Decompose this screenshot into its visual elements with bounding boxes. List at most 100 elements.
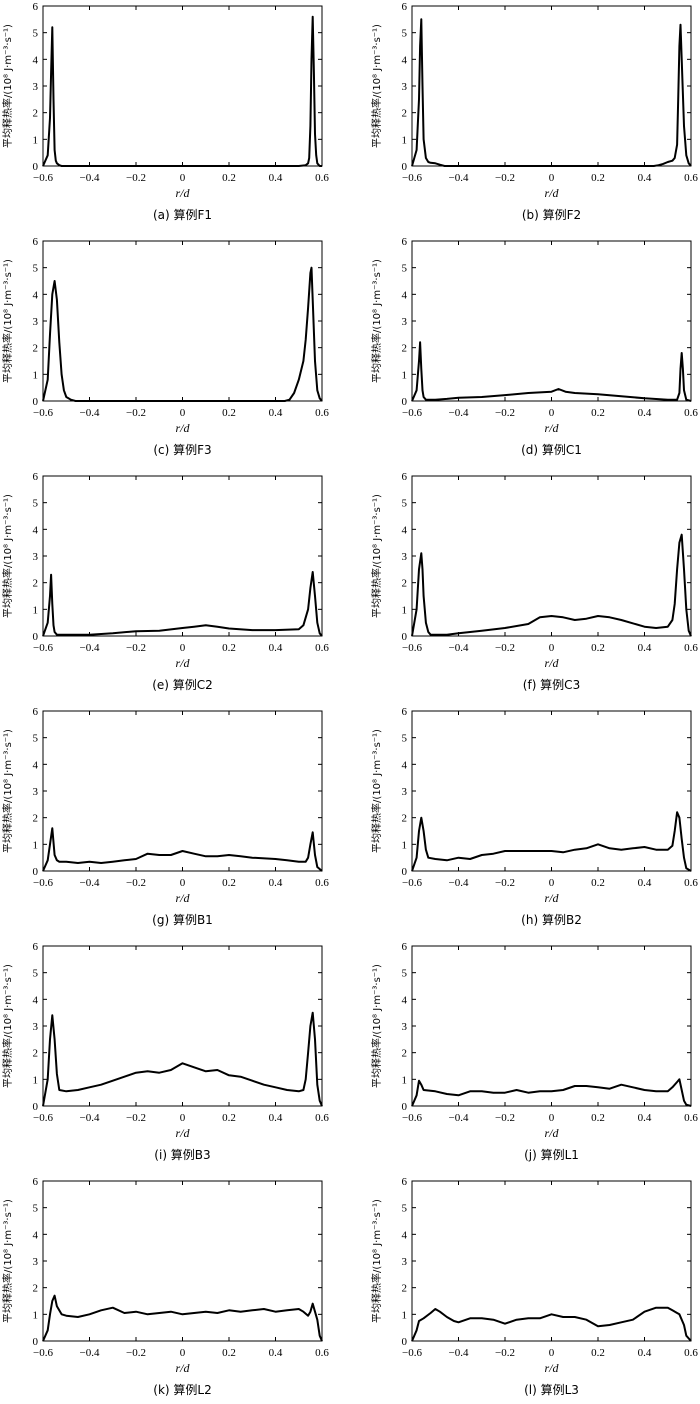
subplot-f: −0.6 −0.4 −0.2 0 0.2 0.4 0.6 0 1 2 3 4 5 6 平均释热率/(10⁸ … bbox=[370, 471, 698, 692]
y-tick-label: 5 bbox=[33, 733, 39, 745]
x-tick-label: −0.6 bbox=[33, 1112, 53, 1124]
x-tick-label: 0.6 bbox=[315, 1347, 329, 1359]
y-tick-label: 0 bbox=[402, 1101, 408, 1113]
series-line bbox=[42, 1294, 323, 1342]
x-tick-label: −0.2 bbox=[126, 407, 146, 419]
y-tick-label: 4 bbox=[33, 54, 39, 66]
y-axis-label: 平均释热率/(10⁸ J·m⁻³·s⁻¹) bbox=[370, 729, 383, 853]
subplot-b: −0.6 −0.4 −0.2 0 0.2 0.4 0.6 0 1 2 3 4 5 6 平均释热率/(10⁸ … bbox=[370, 1, 698, 222]
y-tick-label: 1 bbox=[33, 134, 39, 146]
x-tick-label: −0.2 bbox=[495, 1112, 515, 1124]
x-axis-label: r/d bbox=[544, 891, 559, 905]
x-tick-label: −0.6 bbox=[402, 172, 422, 184]
plot-frame bbox=[411, 1180, 692, 1342]
y-tick-label: 0 bbox=[402, 866, 408, 878]
x-tick-label: −0.2 bbox=[126, 1347, 146, 1359]
x-axis-label: r/d bbox=[544, 1361, 559, 1375]
x-tick-label: 0.2 bbox=[222, 172, 236, 184]
y-tick-label: 4 bbox=[402, 524, 408, 536]
y-tick-label: 6 bbox=[402, 471, 408, 483]
x-tick-label: 0.2 bbox=[222, 1112, 236, 1124]
subplot-caption: (l) 算例L3 bbox=[524, 1382, 579, 1397]
x-tick-label: −0.6 bbox=[33, 172, 53, 184]
y-tick-label: 2 bbox=[33, 813, 39, 825]
x-tick-label: −0.6 bbox=[33, 877, 53, 889]
y-tick-label: 2 bbox=[33, 578, 39, 590]
x-tick-label: 0.4 bbox=[269, 642, 283, 654]
x-tick-label: 0.6 bbox=[315, 1112, 329, 1124]
subplot-l: −0.6 −0.4 −0.2 0 0.2 0.4 0.6 0 1 2 3 4 5 6 平均释热率/(10⁸ … bbox=[370, 1176, 698, 1397]
x-tick-label: 0.2 bbox=[591, 172, 605, 184]
x-tick-label: −0.4 bbox=[449, 172, 469, 184]
x-axis-label: r/d bbox=[544, 186, 559, 200]
y-tick-label: 6 bbox=[33, 941, 39, 953]
y-tick-label: 5 bbox=[402, 968, 408, 980]
y-tick-label: 6 bbox=[33, 236, 39, 248]
x-axis-label: r/d bbox=[175, 656, 190, 670]
x-tick-label: −0.2 bbox=[495, 642, 515, 654]
x-tick-label: −0.4 bbox=[80, 642, 100, 654]
y-tick-label: 3 bbox=[402, 551, 408, 563]
x-tick-label: 0.6 bbox=[684, 642, 698, 654]
x-tick-label: −0.4 bbox=[80, 877, 100, 889]
x-tick-label: −0.4 bbox=[80, 1112, 100, 1124]
x-tick-label: 0.4 bbox=[269, 407, 283, 419]
x-tick-label: 0.6 bbox=[684, 1112, 698, 1124]
x-tick-label: 0.4 bbox=[638, 407, 652, 419]
subplot-c: −0.6 −0.4 −0.2 0 0.2 0.4 0.6 0 1 2 3 4 5 6 平均释热率/(10⁸ … bbox=[1, 236, 329, 457]
x-tick-label: −0.6 bbox=[33, 642, 53, 654]
plot-frame bbox=[42, 240, 323, 402]
y-tick-label: 5 bbox=[402, 263, 408, 275]
x-tick-label: 0.6 bbox=[684, 1347, 698, 1359]
x-axis-label: r/d bbox=[175, 891, 190, 905]
y-tick-label: 1 bbox=[33, 839, 39, 851]
y-tick-label: 4 bbox=[402, 994, 408, 1006]
x-axis-label: r/d bbox=[175, 1126, 190, 1140]
y-tick-label: 3 bbox=[33, 316, 39, 328]
x-tick-label: −0.6 bbox=[402, 642, 422, 654]
x-tick-label: −0.2 bbox=[126, 877, 146, 889]
y-tick-label: 0 bbox=[33, 396, 39, 408]
y-tick-label: 4 bbox=[402, 289, 408, 301]
x-tick-label: 0 bbox=[549, 172, 555, 184]
x-tick-label: 0.4 bbox=[269, 172, 283, 184]
plot-frame bbox=[42, 710, 323, 872]
x-tick-label: 0.4 bbox=[638, 1347, 652, 1359]
x-tick-label: 0 bbox=[180, 642, 186, 654]
y-tick-label: 2 bbox=[402, 343, 408, 355]
subplot-g: −0.6 −0.4 −0.2 0 0.2 0.4 0.6 0 1 2 3 4 5 6 平均释热率/(10⁸ … bbox=[1, 706, 329, 927]
y-tick-label: 4 bbox=[33, 524, 39, 536]
y-tick-label: 4 bbox=[33, 289, 39, 301]
x-tick-label: 0 bbox=[549, 642, 555, 654]
x-tick-label: −0.4 bbox=[449, 877, 469, 889]
x-tick-label: 0.2 bbox=[222, 877, 236, 889]
x-tick-label: −0.4 bbox=[449, 1112, 469, 1124]
y-tick-label: 1 bbox=[33, 604, 39, 616]
x-tick-label: 0 bbox=[180, 1347, 186, 1359]
x-tick-label: 0.6 bbox=[315, 407, 329, 419]
x-tick-label: 0 bbox=[180, 407, 186, 419]
x-tick-label: 0.4 bbox=[638, 172, 652, 184]
y-tick-label: 3 bbox=[402, 1021, 408, 1033]
x-tick-label: 0.6 bbox=[315, 172, 329, 184]
y-tick-label: 3 bbox=[33, 1256, 39, 1268]
x-axis-label: r/d bbox=[175, 1361, 190, 1375]
plot-frame bbox=[411, 710, 692, 872]
y-tick-label: 0 bbox=[33, 866, 39, 878]
y-tick-label: 1 bbox=[33, 369, 39, 381]
plot-frame bbox=[42, 5, 323, 167]
y-tick-label: 0 bbox=[33, 1101, 39, 1113]
series-line bbox=[42, 266, 323, 402]
x-tick-label: −0.4 bbox=[449, 642, 469, 654]
y-tick-label: 6 bbox=[33, 706, 39, 718]
y-tick-label: 1 bbox=[402, 1074, 408, 1086]
subplot-d: −0.6 −0.4 −0.2 0 0.2 0.4 0.6 0 1 2 3 4 5 6 平均释热率/(10⁸ … bbox=[370, 236, 698, 457]
x-tick-label: −0.6 bbox=[402, 407, 422, 419]
y-axis-label: 平均释热率/(10⁸ J·m⁻³·s⁻¹) bbox=[1, 1199, 14, 1323]
x-tick-label: 0.4 bbox=[269, 1347, 283, 1359]
series-line bbox=[411, 811, 692, 872]
subplot-caption: (d) 算例C1 bbox=[521, 442, 582, 457]
y-tick-label: 4 bbox=[33, 1229, 39, 1241]
x-tick-label: −0.2 bbox=[126, 642, 146, 654]
y-tick-label: 2 bbox=[402, 1283, 408, 1295]
